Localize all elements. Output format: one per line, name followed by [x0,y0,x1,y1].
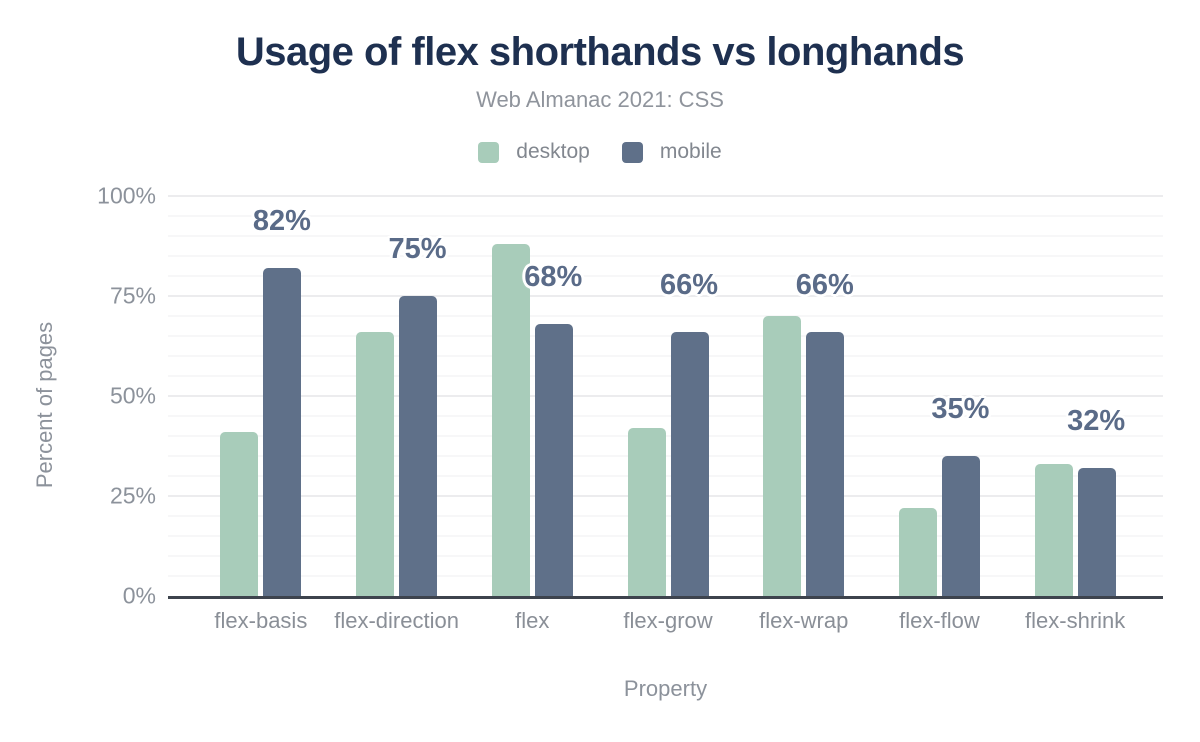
y-tick-75pct: 75% [109,282,156,309]
y-axis-tick-labels: 100% 75% 50% 25% 0% [0,183,156,609]
bar-desktop-flex-basis[interactable] [220,432,259,596]
bar-desktop-flex[interactable] [491,244,530,596]
mobile-swatch-icon [621,141,643,163]
bar-desktop-flex-grow[interactable] [627,428,666,596]
bar-mobile-flex-shrink[interactable] [1077,468,1116,596]
bar-desktop-flex-wrap[interactable] [763,316,802,596]
data-label-flex-wrap: 66% [795,269,854,301]
bar-mobile-flex-wrap[interactable] [806,332,845,596]
bar-group-flex-direction: 75% flex-direction [329,196,465,633]
x-tick-flex-shrink: flex-shrink [1025,608,1126,633]
bar-group-flex-flow: 35% flex-flow [872,196,1008,633]
major-gridline-75 [168,295,1163,297]
y-tick-25pct: 25% [109,482,156,509]
y-tick-100pct: 100% [97,182,156,209]
data-label-flex-direction: 75% [388,233,447,265]
data-label-flex-grow: 66% [659,269,719,301]
bar-group-flex-shrink: 32% flex-shrink [1007,196,1143,633]
bar-desktop-flex-shrink[interactable] [1034,464,1073,596]
legend-item-desktop[interactable]: desktop [478,140,590,164]
x-tick-flex-flow: flex-flow [899,608,980,633]
bar-group-flex: 68% flex [464,196,600,633]
minor-gridline-90 [168,235,1163,237]
legend: desktop mobile [0,140,1200,164]
legend-item-mobile[interactable]: mobile [621,140,722,164]
legend-label-mobile: mobile [659,140,722,163]
chart-subtitle: Web Almanac 2021: CSS [476,87,724,112]
x-axis-title: Property [623,676,708,701]
bar-desktop-flex-flow[interactable] [898,508,937,596]
bar-desktop-flex-direction[interactable] [356,332,395,596]
plot-area: 82% flex-basis 75% flex-direction 68% flex 66%… [168,195,1163,633]
major-gridline-100 [168,195,1163,197]
bar-mobile-flex-basis[interactable] [263,268,302,596]
minor-gridline-55 [168,375,1163,377]
bar-group-flex-basis: 82% flex-basis [193,196,329,633]
bar-group-flex-grow: 66% flex-grow [600,196,736,633]
minor-gridline-80 [168,275,1163,277]
major-gridline-50 [168,395,1163,397]
bar-group-flex-wrap: 66% flex-wrap [736,196,872,633]
x-tick-flex-direction: flex-direction [334,608,459,633]
data-label-flex: 68% [524,261,583,293]
minor-gridline-45 [168,415,1163,417]
bar-mobile-flex-grow[interactable] [670,332,709,596]
minor-gridline-70 [168,315,1163,317]
minor-gridline-65 [168,335,1163,337]
y-tick-0pct: 0% [122,582,156,609]
minor-gridline-95 [168,215,1163,217]
bar-groups: 82% flex-basis 75% flex-direction 68% flex 66%… [193,196,1143,633]
minor-gridline-60 [168,355,1163,357]
data-label-flex-flow: 35% [931,393,990,425]
bar-mobile-flex-flow[interactable] [941,456,980,596]
y-tick-50pct: 50% [109,382,156,409]
bar-mobile-flex-direction[interactable] [399,296,438,596]
desktop-swatch-icon [478,141,500,163]
data-label-flex-shrink: 32% [1067,405,1126,437]
x-tick-flex: flex [515,608,550,633]
chart-title: Usage of flex shorthands vs longhands [235,30,965,74]
legend-label-desktop: desktop [516,140,590,163]
data-label-flex-basis: 82% [252,205,311,237]
x-tick-flex-basis: flex-basis [214,608,308,633]
minor-gridline-85 [168,255,1163,257]
x-tick-flex-wrap: flex-wrap [759,608,849,633]
x-tick-flex-grow: flex-grow [623,608,713,633]
bar-mobile-flex[interactable] [534,324,573,596]
